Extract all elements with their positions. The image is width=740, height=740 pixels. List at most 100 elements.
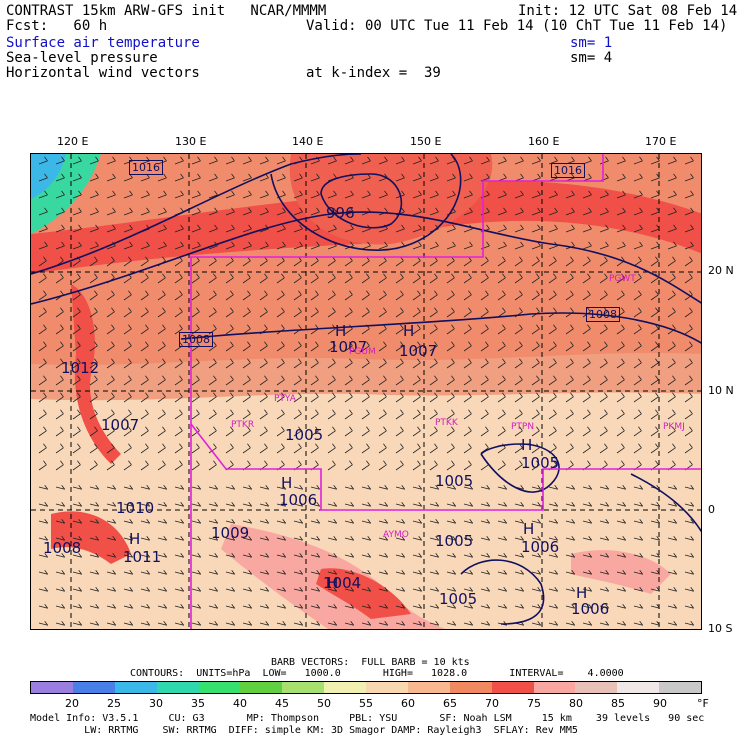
wind-barb	[38, 503, 48, 507]
wind-barb	[123, 211, 133, 216]
wind-barb-flag	[520, 173, 524, 179]
wind-barb	[38, 362, 47, 369]
wind-barb-flag	[689, 307, 693, 313]
wind-barb-flag	[146, 621, 151, 626]
wind-barb	[412, 194, 422, 199]
wind-barb-flag	[604, 460, 608, 466]
wind-barb-flag	[78, 207, 82, 213]
wind-barb	[174, 160, 184, 165]
wind-barb-flag	[400, 307, 404, 313]
wind-barb	[38, 160, 48, 165]
wind-barb	[497, 588, 507, 592]
wind-barb	[446, 379, 455, 386]
wind-barb	[378, 294, 387, 301]
wind-barb-flag	[248, 519, 253, 524]
wind-barb	[412, 413, 421, 420]
wind-barb	[225, 396, 234, 403]
wind-barb	[531, 379, 540, 386]
wind-barb	[191, 379, 200, 386]
wind-barb-flag	[265, 485, 270, 490]
wind-barb	[344, 345, 353, 352]
wind-barb	[293, 396, 302, 403]
station-ptpn: PTPN	[511, 422, 535, 432]
wind-barb	[599, 396, 608, 403]
wind-barb-flag	[61, 536, 66, 541]
wind-barb	[497, 379, 506, 386]
wind-barb	[395, 537, 405, 541]
wind-barb	[361, 345, 370, 352]
wind-barb	[378, 413, 387, 420]
wind-barb	[38, 464, 47, 471]
colorbar-tick-label: 50	[317, 697, 331, 710]
wind-barb-flag	[673, 502, 678, 507]
wind-barb-flag	[214, 190, 218, 196]
wind-barb	[208, 622, 218, 626]
wind-barb	[633, 486, 643, 490]
wind-barb-flag	[519, 426, 523, 432]
wind-barb-flag	[469, 207, 473, 213]
k-index-label: at k-index = 39	[306, 65, 441, 81]
wind-barb-flag	[520, 502, 525, 507]
wind-barb	[259, 294, 268, 301]
wind-barb	[599, 430, 608, 437]
wind-barb	[480, 430, 489, 437]
wind-barb-flag	[163, 485, 168, 490]
wind-barb-flag	[434, 409, 438, 415]
wind-barb-flag	[452, 587, 457, 592]
wind-barb-flag	[316, 207, 320, 213]
wind-barb-flag	[129, 224, 133, 230]
wind-barb	[140, 362, 149, 369]
wind-barb-flag	[554, 604, 559, 609]
wind-barb-flag	[248, 502, 253, 507]
wind-barb	[378, 430, 387, 437]
wind-barb-flag	[128, 443, 132, 449]
wind-barb-flag	[451, 392, 455, 398]
wind-barb	[140, 194, 150, 199]
wind-barb	[582, 228, 592, 233]
wind-barb-flag	[638, 375, 642, 381]
wind-barb-flag	[587, 273, 591, 279]
wind-barb-flag	[264, 324, 268, 330]
lon-label-150: 150 E	[410, 135, 442, 148]
wind-barb	[259, 537, 269, 541]
wind-barb-flag	[536, 290, 540, 296]
wind-barb-flag	[672, 324, 676, 330]
wind-barb	[344, 396, 353, 403]
wind-barb-flag	[554, 156, 558, 162]
wind-barb-flag	[112, 536, 117, 541]
wind-barb	[361, 277, 370, 284]
wind-barb-flag	[587, 290, 591, 296]
wind-barb-flag	[537, 519, 542, 524]
wind-barb-flag	[332, 358, 336, 364]
wind-barb	[412, 177, 422, 182]
wind-barb-flag	[570, 460, 574, 466]
wind-barb-flag	[485, 256, 489, 262]
wind-barb-flag	[332, 307, 336, 313]
wind-barb-flag	[639, 587, 644, 592]
wind-barb	[242, 194, 252, 199]
wind-barb-flag	[214, 570, 219, 575]
wind-barb-flag	[230, 460, 234, 466]
wind-barb	[157, 277, 166, 284]
wind-barb	[174, 194, 184, 199]
wind-barb	[582, 588, 592, 592]
wind-barb	[38, 260, 47, 267]
wind-barb	[429, 554, 439, 558]
wind-barb-flag	[639, 207, 643, 213]
wind-barb-flag	[639, 553, 644, 558]
wind-barb-flag	[77, 273, 81, 279]
wind-barb	[89, 345, 98, 352]
wind-barb-flag	[231, 587, 236, 592]
wind-barb	[446, 520, 456, 524]
wind-barb-flag	[638, 426, 642, 432]
wind-barb	[140, 571, 150, 575]
wind-barb-flag	[128, 307, 132, 313]
colorbar-tick-label: 90	[653, 697, 667, 710]
wind-barb-flag	[656, 190, 660, 196]
wind-barb	[497, 503, 507, 507]
wind-barb	[361, 520, 371, 524]
wind-barb-flag	[163, 190, 167, 196]
wind-barb-flag	[485, 290, 489, 296]
colorbar-tick-label: 40	[233, 697, 247, 710]
wind-barb	[650, 571, 660, 575]
